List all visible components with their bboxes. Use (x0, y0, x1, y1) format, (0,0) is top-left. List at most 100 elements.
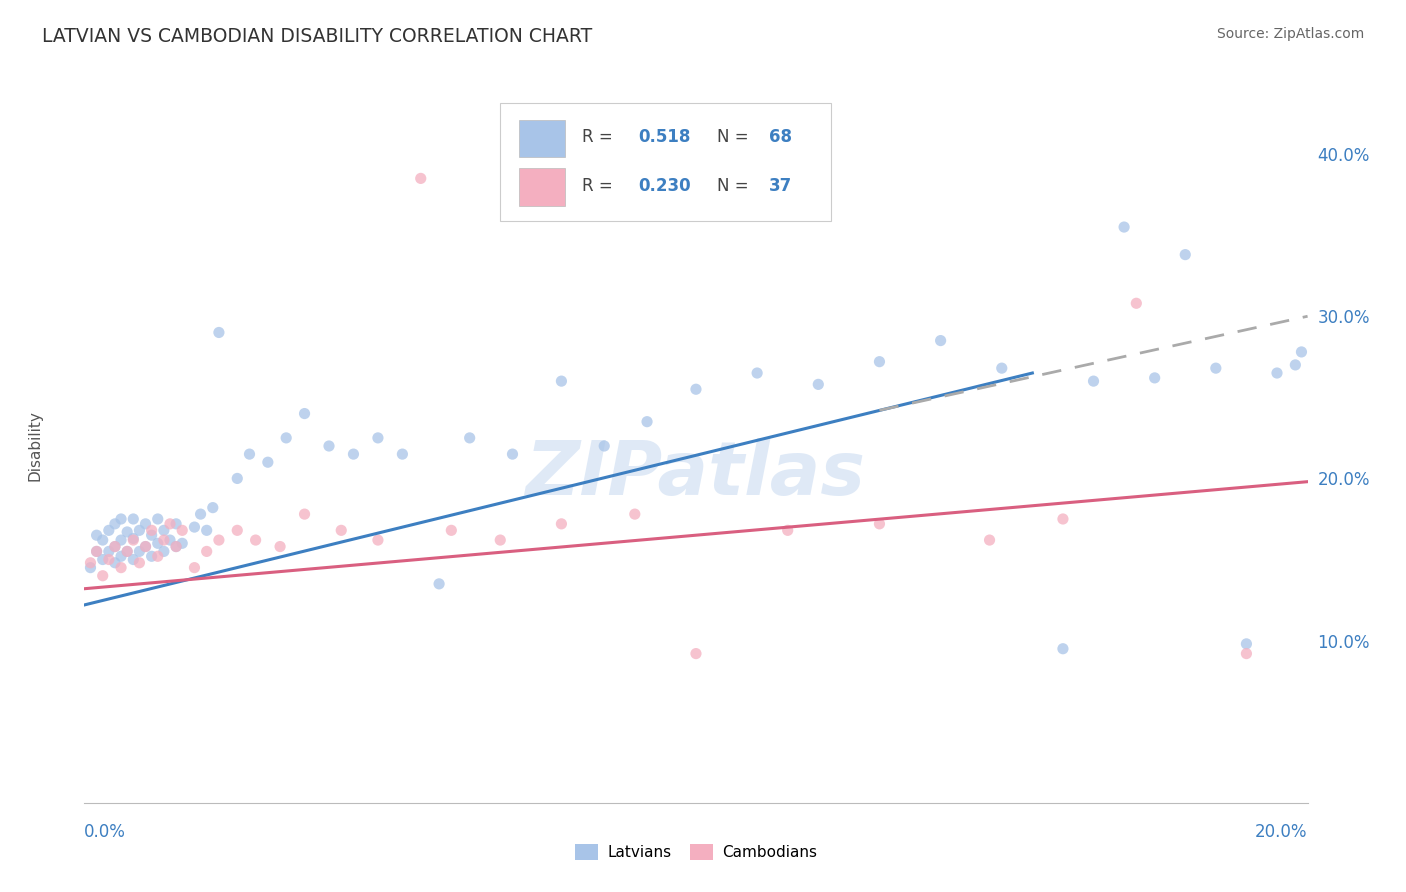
Point (135, 540, 157, 554)
Text: LATVIAN VS CAMBODIAN DISABILITY CORRELATION CHART: LATVIAN VS CAMBODIAN DISABILITY CORRELAT… (42, 27, 592, 45)
Text: 0.518: 0.518 (638, 128, 690, 146)
Point (550, 516, 572, 531)
Text: ZIPatlas: ZIPatlas (526, 438, 866, 511)
Point (1125, 296, 1147, 310)
Point (1052, 641, 1074, 656)
Point (165, 540, 187, 554)
Point (146, 512, 169, 526)
Point (440, 524, 463, 538)
Point (1265, 366, 1288, 380)
Legend: Latvians, Cambodians: Latvians, Cambodians (569, 838, 823, 866)
Point (245, 533, 267, 547)
Point (458, 431, 481, 445)
Text: 0.230: 0.230 (638, 177, 692, 194)
Point (201, 500, 224, 515)
Text: R =: R = (582, 177, 613, 194)
Point (122, 532, 145, 546)
Point (685, 382, 707, 396)
Point (122, 552, 145, 566)
Point (190, 507, 212, 521)
Point (269, 540, 291, 554)
Point (91, 568, 114, 582)
Text: 68: 68 (769, 128, 793, 146)
Point (195, 524, 218, 538)
FancyBboxPatch shape (519, 169, 565, 205)
FancyBboxPatch shape (501, 103, 831, 221)
Point (79, 560, 101, 574)
Point (128, 544, 150, 558)
Point (110, 512, 132, 526)
Point (979, 533, 1001, 547)
Point (86, 544, 108, 558)
Point (146, 549, 169, 564)
Point (208, 326, 231, 340)
Point (1114, 220, 1136, 235)
Point (128, 524, 150, 538)
Point (636, 415, 658, 429)
Point (86, 544, 108, 558)
Point (489, 533, 512, 547)
Point (115, 544, 138, 558)
Point (550, 374, 572, 388)
Point (86, 528, 108, 542)
Text: Disability: Disability (28, 410, 44, 482)
Point (122, 512, 145, 526)
Point (104, 556, 127, 570)
Point (409, 171, 432, 186)
Point (391, 447, 413, 461)
Point (115, 524, 138, 539)
Point (183, 560, 205, 574)
Point (1284, 358, 1306, 372)
Point (195, 544, 218, 558)
Text: 37: 37 (769, 177, 793, 194)
Text: R =: R = (582, 128, 613, 146)
Point (165, 540, 187, 554)
Point (1236, 647, 1258, 661)
Point (869, 354, 891, 368)
Point (776, 524, 799, 538)
Point (1174, 247, 1197, 261)
Point (869, 516, 891, 531)
Point (593, 439, 616, 453)
Point (330, 524, 353, 538)
Point (115, 544, 138, 558)
Point (1291, 345, 1313, 359)
Point (427, 577, 450, 591)
Point (135, 540, 157, 554)
Point (159, 516, 181, 531)
Point (141, 524, 163, 538)
Point (1052, 512, 1074, 526)
Point (91, 533, 114, 547)
Text: Source: ZipAtlas.com: Source: ZipAtlas.com (1216, 27, 1364, 41)
Point (1236, 637, 1258, 651)
Point (79, 556, 101, 570)
Point (1143, 371, 1166, 385)
Point (165, 516, 187, 531)
Point (624, 507, 647, 521)
Point (110, 560, 132, 574)
Point (128, 556, 150, 570)
Point (159, 533, 181, 547)
FancyBboxPatch shape (519, 120, 565, 157)
Point (294, 407, 316, 421)
Point (104, 516, 127, 531)
Point (97, 524, 120, 538)
Point (172, 536, 194, 550)
Point (122, 533, 145, 547)
Point (141, 549, 163, 564)
Point (91, 552, 114, 566)
Point (747, 366, 769, 380)
Point (276, 431, 298, 445)
Point (257, 455, 280, 469)
Point (146, 536, 169, 550)
Point (110, 549, 132, 564)
Point (172, 524, 194, 538)
Point (367, 533, 389, 547)
Point (97, 552, 120, 566)
Point (502, 447, 524, 461)
Point (294, 507, 316, 521)
Point (685, 647, 707, 661)
Point (1083, 374, 1105, 388)
Point (367, 431, 389, 445)
Point (226, 524, 249, 538)
